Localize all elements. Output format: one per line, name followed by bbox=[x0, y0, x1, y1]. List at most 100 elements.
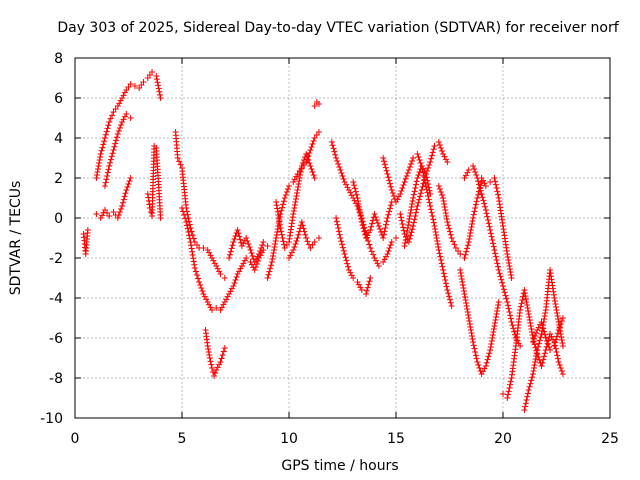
data-point bbox=[437, 257, 444, 263]
data-point bbox=[528, 329, 535, 335]
data-point bbox=[228, 245, 235, 252]
data-point bbox=[337, 235, 344, 241]
data-point bbox=[354, 279, 361, 285]
data-point bbox=[497, 273, 504, 280]
data-point bbox=[328, 139, 335, 145]
data-point bbox=[524, 390, 531, 397]
data-point bbox=[335, 225, 342, 231]
data-point bbox=[253, 256, 260, 263]
data-point bbox=[204, 343, 211, 349]
x-axis-label: GPS time / hours bbox=[281, 458, 398, 474]
data-point bbox=[425, 196, 432, 203]
data-point bbox=[475, 362, 482, 368]
data-point bbox=[554, 310, 561, 316]
data-point bbox=[363, 291, 370, 297]
series-s13 bbox=[286, 219, 322, 261]
data-point bbox=[120, 196, 127, 203]
data-point bbox=[540, 356, 547, 363]
data-point bbox=[388, 187, 395, 193]
data-point bbox=[266, 268, 273, 275]
data-point bbox=[493, 185, 500, 191]
data-point bbox=[119, 95, 126, 101]
data-point bbox=[380, 235, 387, 241]
data-point bbox=[355, 281, 362, 288]
data-point bbox=[384, 251, 391, 257]
data-point bbox=[387, 242, 394, 248]
data-point bbox=[306, 150, 313, 156]
data-point bbox=[401, 179, 408, 185]
data-point bbox=[422, 171, 429, 177]
data-point bbox=[293, 173, 300, 180]
data-point bbox=[176, 158, 183, 165]
data-point bbox=[457, 270, 464, 276]
series-s10 bbox=[226, 227, 267, 265]
data-point bbox=[385, 248, 392, 254]
data-point bbox=[504, 391, 511, 398]
data-point bbox=[440, 270, 447, 277]
data-point bbox=[140, 79, 147, 85]
data-point bbox=[218, 304, 225, 311]
data-point bbox=[309, 169, 316, 175]
data-point bbox=[387, 180, 394, 187]
data-point bbox=[437, 253, 444, 260]
data-point bbox=[186, 235, 193, 242]
data-point bbox=[543, 338, 550, 344]
data-point bbox=[482, 183, 489, 189]
data-point bbox=[386, 245, 393, 251]
data-point bbox=[103, 176, 110, 183]
data-point bbox=[419, 183, 426, 190]
data-point bbox=[495, 263, 502, 270]
data-point bbox=[339, 173, 346, 179]
data-point bbox=[495, 191, 502, 198]
data-point bbox=[533, 350, 540, 356]
data-point bbox=[426, 162, 433, 168]
data-point bbox=[95, 166, 102, 172]
data-point bbox=[430, 146, 437, 153]
data-point bbox=[369, 220, 376, 227]
data-point bbox=[490, 329, 497, 335]
data-point bbox=[274, 208, 281, 215]
data-point bbox=[478, 371, 485, 377]
data-point bbox=[505, 305, 512, 312]
data-point bbox=[273, 232, 280, 238]
data-point bbox=[341, 251, 348, 257]
data-point bbox=[84, 227, 91, 233]
data-point bbox=[554, 352, 561, 359]
series-s20 bbox=[401, 163, 434, 249]
data-point bbox=[376, 226, 383, 232]
data-point bbox=[427, 206, 434, 213]
data-point bbox=[463, 248, 470, 255]
data-point bbox=[213, 367, 220, 373]
data-point bbox=[272, 238, 279, 244]
data-point bbox=[97, 151, 104, 157]
data-point bbox=[290, 179, 297, 185]
data-point bbox=[386, 208, 393, 215]
data-point bbox=[459, 282, 466, 288]
data-point bbox=[109, 112, 116, 119]
data-point bbox=[366, 278, 373, 285]
data-point bbox=[368, 248, 375, 255]
data-point bbox=[439, 192, 446, 198]
data-point bbox=[101, 135, 108, 141]
data-point bbox=[388, 239, 395, 245]
data-point bbox=[472, 349, 479, 355]
data-point bbox=[488, 233, 495, 240]
data-point bbox=[402, 176, 409, 182]
data-point bbox=[410, 195, 417, 201]
data-point bbox=[483, 359, 490, 366]
data-point bbox=[527, 320, 534, 326]
data-point bbox=[345, 187, 352, 193]
data-point bbox=[498, 276, 505, 283]
data-point bbox=[450, 238, 457, 245]
data-point bbox=[483, 210, 490, 217]
data-point bbox=[298, 166, 305, 172]
data-point bbox=[517, 307, 524, 313]
data-point bbox=[121, 113, 128, 120]
data-point bbox=[181, 212, 188, 218]
data-point bbox=[287, 252, 294, 259]
data-point bbox=[492, 250, 499, 257]
data-point bbox=[358, 219, 365, 225]
data-point bbox=[195, 275, 202, 282]
data-point bbox=[304, 238, 311, 245]
data-point bbox=[230, 283, 237, 289]
